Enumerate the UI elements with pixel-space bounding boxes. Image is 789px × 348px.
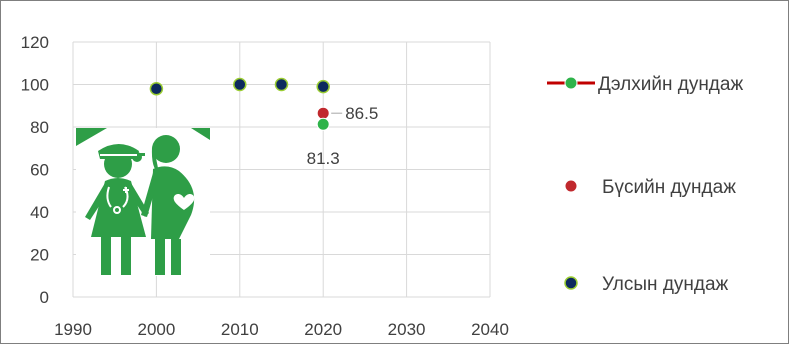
x-tick-label: 2020	[304, 320, 342, 339]
data-point	[233, 77, 247, 92]
x-tick-label: 2010	[221, 320, 259, 339]
data-point	[274, 77, 289, 92]
y-tick-label: 80	[30, 118, 49, 137]
x-tick-label: 2040	[471, 320, 509, 339]
y-tick-label: 100	[21, 76, 49, 95]
legend-label: Улсын дундаж	[602, 274, 729, 295]
x-tick-label: 2030	[388, 320, 426, 339]
health-worker-and-pregnant-woman-icon	[76, 128, 210, 276]
legend-marker	[564, 276, 578, 290]
data-points	[149, 77, 330, 131]
x-tick-label: 2000	[137, 320, 175, 339]
y-tick-label: 20	[30, 246, 49, 265]
legend: Дэлхийн дундаж Бүсийн дундаж Улсын дундаж	[547, 74, 743, 295]
legend-label: Бүсийн дундаж	[602, 177, 736, 198]
x-tick-label: 1990	[54, 320, 92, 339]
data-label: 81.3	[307, 149, 340, 168]
data-point	[316, 79, 330, 94]
legend-label: Дэлхийн дундаж	[598, 74, 743, 95]
x-tick-labels: 1990 2000 2010 2020 2030 2040	[54, 320, 509, 339]
data-point	[149, 82, 164, 96]
y-tick-label: 40	[30, 203, 49, 222]
data-point	[316, 117, 330, 131]
legend-marker	[564, 179, 578, 193]
y-tick-label: 120	[21, 33, 49, 52]
data-labels: 86.5 81.3	[307, 104, 379, 168]
y-tick-label: 0	[40, 288, 49, 307]
data-point	[316, 106, 330, 120]
y-tick-labels: 0 20 40 60 80 100 120	[21, 33, 49, 307]
data-label: 86.5	[345, 104, 378, 123]
y-tick-label: 60	[30, 161, 49, 180]
legend-marker	[564, 76, 578, 90]
